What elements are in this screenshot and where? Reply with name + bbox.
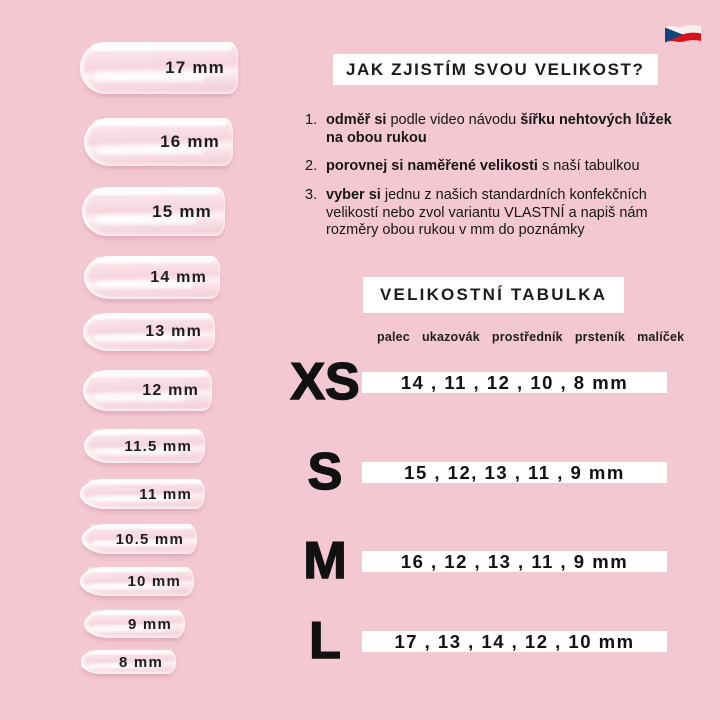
nail-tip-12mm: 12 mm <box>83 370 212 411</box>
instruction-number: 1. <box>305 112 318 128</box>
instruction-text: odměř si podle video návodu šířku nehtov… <box>326 112 672 146</box>
size-row-xs: XS 14 , 11 , 12 , 10 , 8 mm <box>0 355 720 408</box>
nail-tip-15mm: 15 mm <box>82 187 225 236</box>
nail-size-label: 15 mm <box>152 201 212 221</box>
size-row-l: L 17 , 13 , 14 , 12 , 10 mm <box>0 614 720 667</box>
nail-size-label: 10.5 mm <box>115 530 184 548</box>
size-values-bar: 16 , 12 , 13 , 11 , 9 mm <box>362 551 667 572</box>
nail-size-label: 16 mm <box>160 132 220 151</box>
size-letter-l: L <box>308 611 341 670</box>
nail-size-label: 11 mm <box>139 485 192 503</box>
instruction-number: 2. <box>305 158 318 175</box>
nail-tip-13mm: 13 mm <box>83 313 215 351</box>
size-letter-xs: XS <box>290 352 361 411</box>
nail-size-label: 8 mm <box>119 653 163 671</box>
nail-size-label: 14 mm <box>150 268 207 286</box>
nail-tip-11-5mm: 11.5 mm <box>84 429 205 463</box>
nail-tip-8mm: 8 mm <box>81 650 176 674</box>
nail-size-label: 13 mm <box>145 323 202 340</box>
instruction-item-2: 2. porovnej si naměřené velikosti s naší… <box>305 158 705 176</box>
nail-size-label: 17 mm <box>165 58 225 77</box>
size-values-l: 17 , 13 , 14 , 12 , 10 mm <box>394 630 635 652</box>
nail-tip-16mm: 16 mm <box>84 118 233 166</box>
size-values-bar: 14 , 11 , 12 , 10 , 8 mm <box>362 372 667 393</box>
size-letter-m: M <box>303 531 348 590</box>
finger-label-middle: prostředník <box>491 330 563 344</box>
nail-size-label: 10 mm <box>127 573 181 590</box>
finger-label-pinky: malíček <box>637 330 685 344</box>
instruction-number: 3. <box>305 187 318 204</box>
size-values-bar: 15 , 12, 13 , 11 , 9 mm <box>362 462 667 483</box>
size-values-bar: 17 , 13 , 14 , 12 , 10 mm <box>362 631 667 652</box>
finger-label-index: ukazovák <box>421 330 480 344</box>
nail-tip-10-5mm: 10.5 mm <box>82 524 197 554</box>
size-row-s: S 15 , 12, 13 , 11 , 9 mm <box>0 445 720 498</box>
size-row-m: M 16 , 12 , 13 , 11 , 9 mm <box>0 534 720 587</box>
czech-flag-svg <box>665 25 701 43</box>
instruction-text: vyber si jednu z našich standardních kon… <box>326 187 648 239</box>
page-title: JAK ZJISTÍM SVOU VELIKOST? <box>333 54 658 85</box>
instruction-item-3: 3. vyber si jednu z našich standardních … <box>305 187 705 240</box>
finger-label-thumb: palec <box>377 330 410 344</box>
instructions-list: 1. odměř si podle video návodu šířku neh… <box>305 112 705 251</box>
nail-size-label: 11.5 mm <box>124 437 192 455</box>
size-values-s: 15 , 12, 13 , 11 , 9 mm <box>404 461 625 483</box>
nail-tip-17mm: 17 mm <box>80 42 238 94</box>
instruction-text: porovnej si naměřené velikosti s naší ta… <box>326 158 640 175</box>
instruction-item-1: 1. odměř si podle video návodu šířku neh… <box>305 112 705 147</box>
finger-label-ring: prsteník <box>574 330 626 344</box>
nail-tip-9mm: 9 mm <box>84 610 185 638</box>
nail-size-label: 12 mm <box>142 381 199 399</box>
nail-tip-14mm: 14 mm <box>84 256 220 299</box>
nail-size-label: 9 mm <box>128 615 172 633</box>
nail-tip-10mm: 10 mm <box>80 567 194 596</box>
size-table-title: VELIKOSTNÍ TABULKA <box>363 277 625 313</box>
nail-tip-11mm: 11 mm <box>80 479 205 509</box>
czech-flag-icon <box>663 21 703 52</box>
size-values-m: 16 , 12 , 13 , 11 , 9 mm <box>400 550 629 572</box>
size-letter-s: S <box>307 442 343 501</box>
finger-labels-row: palec ukazovák prostředník prsteník malí… <box>377 330 684 344</box>
size-values-xs: 14 , 11 , 12 , 10 , 8 mm <box>400 371 629 393</box>
